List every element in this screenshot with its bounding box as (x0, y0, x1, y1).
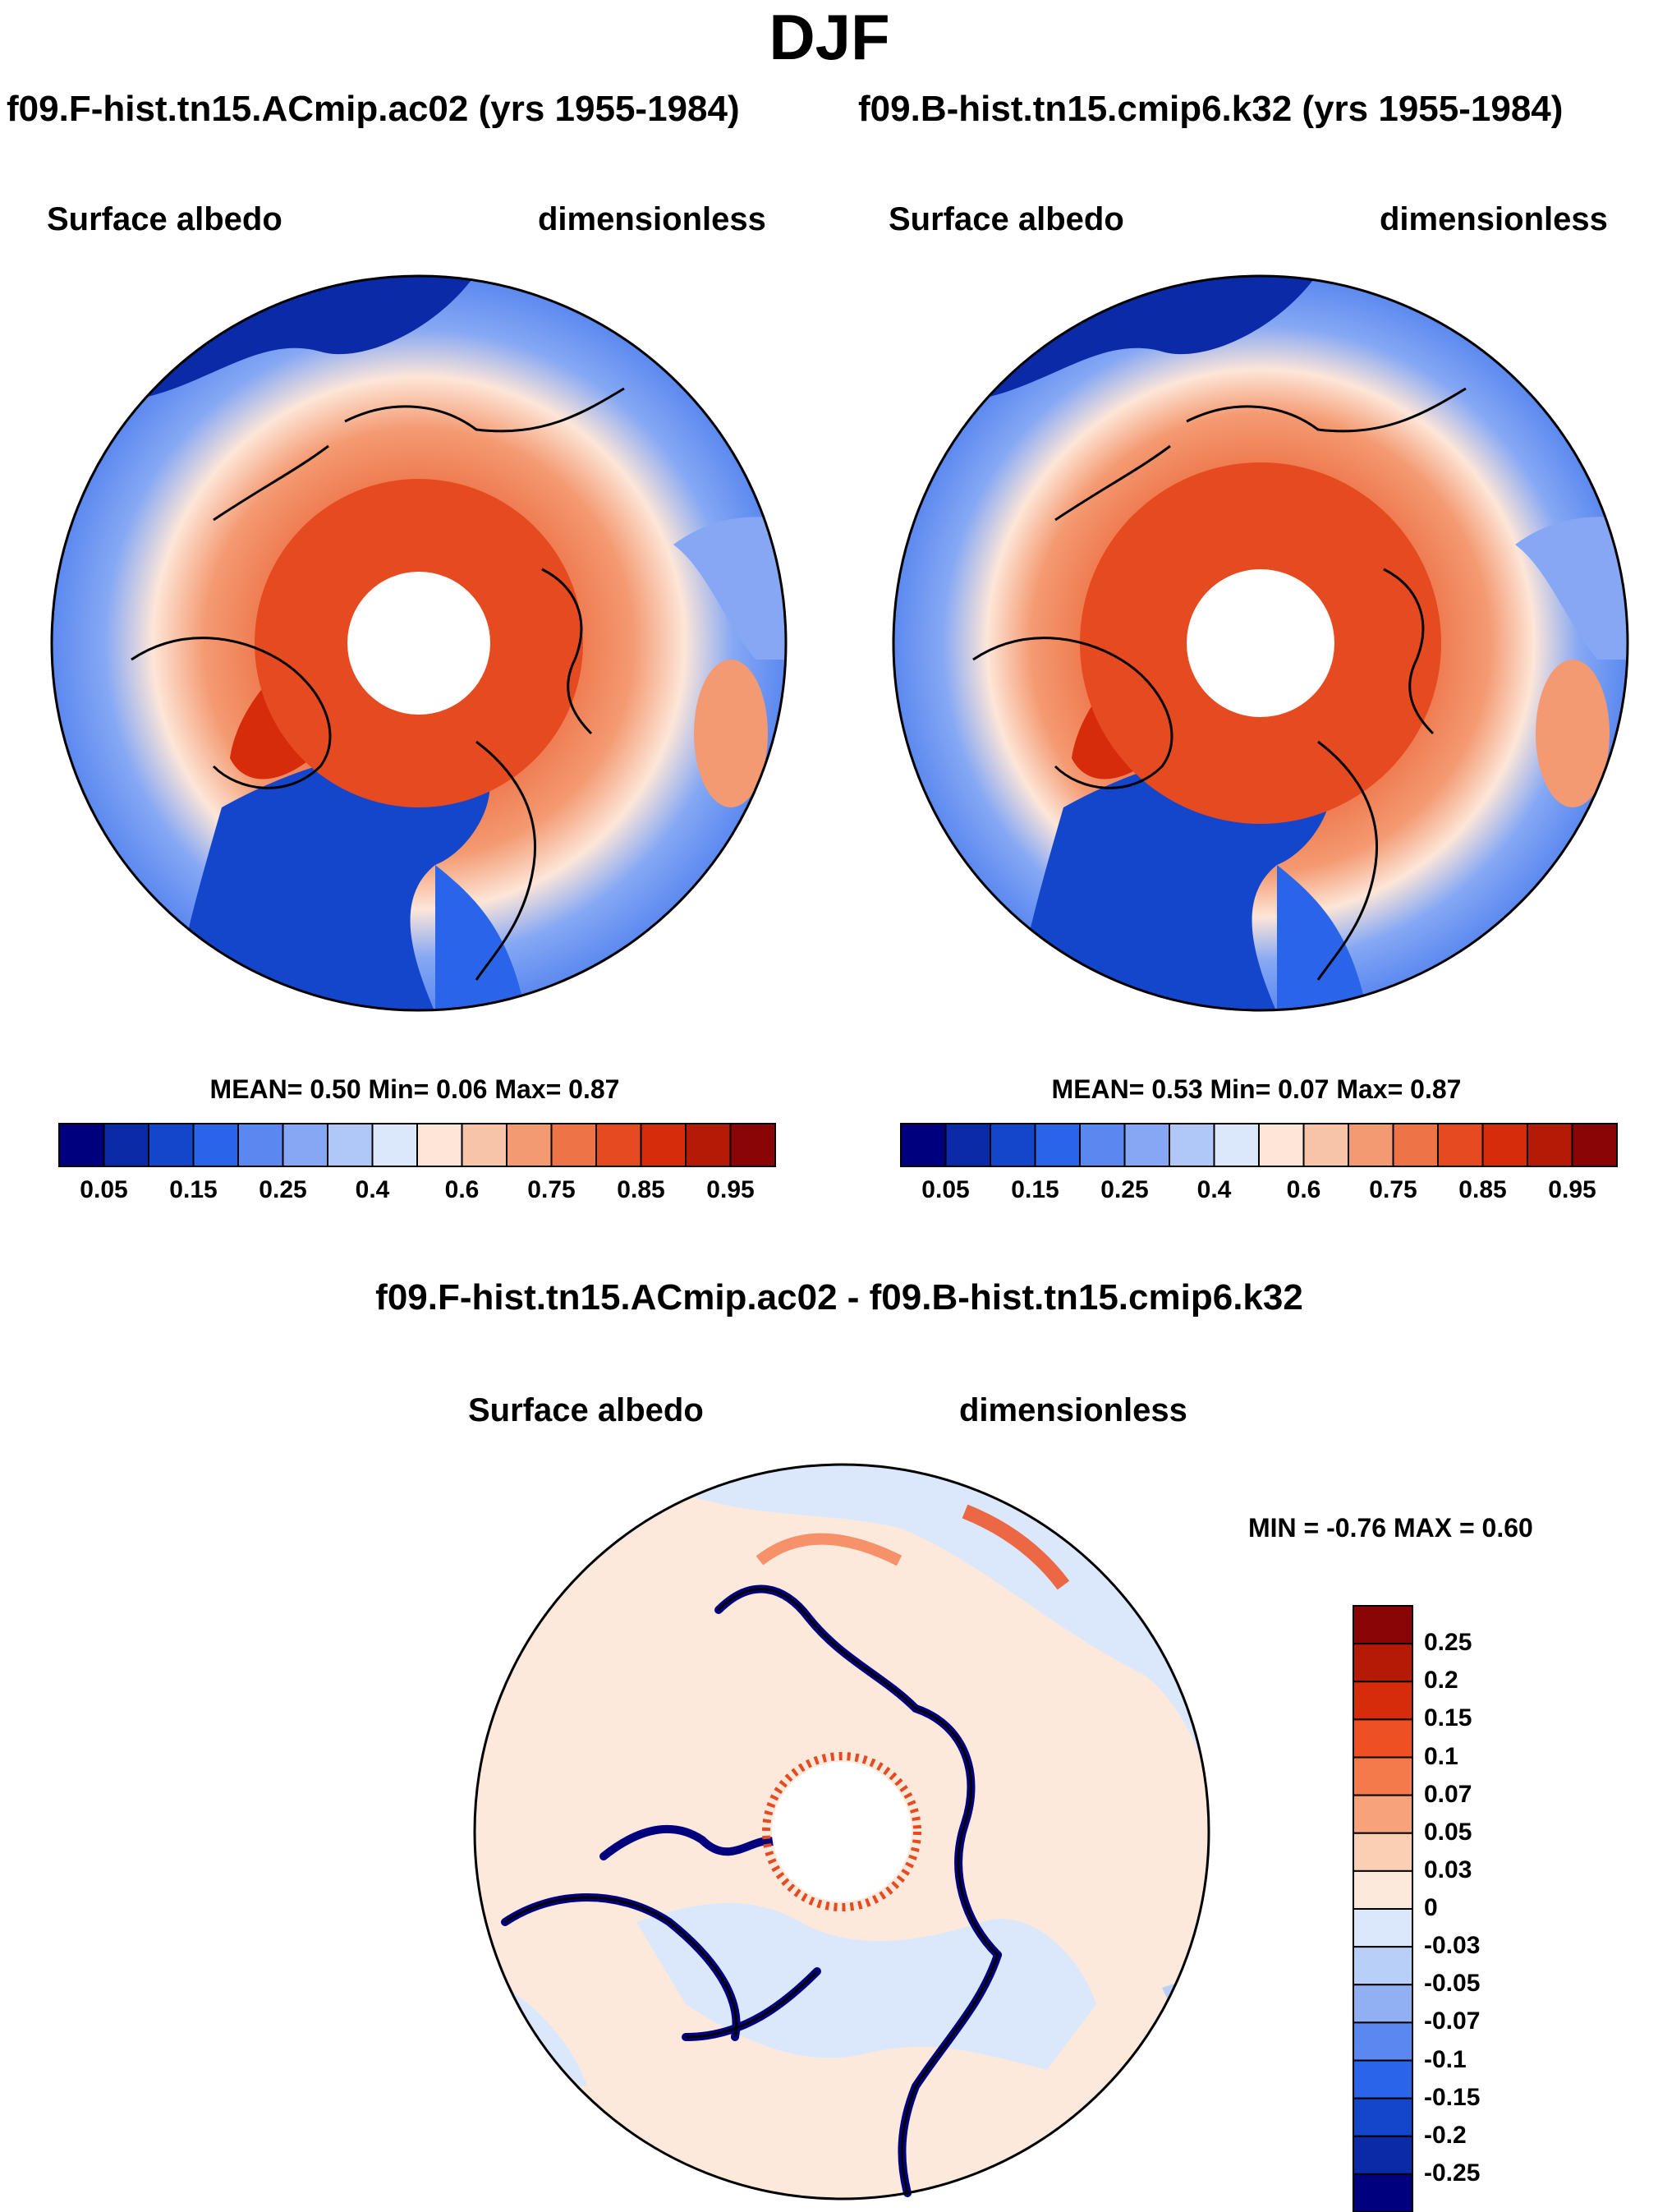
colorbar-swatch (550, 1123, 597, 1167)
colorbar-swatch (148, 1123, 195, 1167)
colorbar-swatch (685, 1123, 732, 1167)
colorbar-swatch (1571, 1123, 1618, 1167)
diff-colorbar-swatch (1353, 2059, 1413, 2099)
colorbar-swatch (1123, 1123, 1170, 1167)
colorbar-swatch (1527, 1123, 1573, 1167)
colorbar-swatch (192, 1123, 239, 1167)
right-run-title: f09.B-hist.tn15.cmip6.k32 (yrs 1955-1984… (858, 89, 1564, 129)
colorbar-tick-label: 0.75 (527, 1176, 576, 1203)
diff-colorbar (1353, 1605, 1413, 2212)
colorbar-swatch (1348, 1123, 1394, 1167)
colorbar-swatch (900, 1123, 947, 1167)
colorbar-swatch (1213, 1123, 1260, 1167)
left-stats: MEAN= 0.50 Min= 0.06 Max= 0.87 (209, 1074, 620, 1104)
diff-colorbar-swatch (1353, 2021, 1413, 2062)
diff-colorbar-tick-label: 0.15 (1424, 1704, 1472, 1732)
colorbar-swatch (461, 1123, 508, 1167)
diff-colorbar-tick-label: 0 (1424, 1894, 1438, 1921)
colorbar-tick-label: 0.85 (617, 1176, 665, 1203)
colorbar-swatch (729, 1123, 776, 1167)
colorbar-swatch (371, 1123, 418, 1167)
colorbar-tick-label: 0.25 (1100, 1176, 1149, 1203)
diff-colorbar-tick-label: -0.03 (1424, 1932, 1481, 1960)
diff-colorbar-tick-label: -0.15 (1424, 2083, 1481, 2111)
diff-colorbar-swatch (1353, 1681, 1413, 1721)
main-title: DJF (769, 1, 890, 73)
colorbar-tick-label: 0.4 (355, 1176, 390, 1203)
diff-colorbar-tick-label: 0.03 (1424, 1856, 1472, 1883)
diff-colorbar-swatch (1353, 1794, 1413, 1834)
diff-colorbar-swatch (1353, 1869, 1413, 1910)
left-units-label: dimensionless (538, 201, 766, 237)
colorbar-tick-label: 0.25 (259, 1176, 307, 1203)
diff-colorbar-tick-label: 0.05 (1424, 1818, 1472, 1846)
colorbar-tick-label: 0.4 (1196, 1176, 1232, 1203)
right-colorbar (900, 1123, 1618, 1167)
right-variable-label: Surface albedo (889, 201, 1124, 237)
diff-colorbar-tick-label: 0.07 (1424, 1780, 1472, 1808)
colorbar-swatch (282, 1123, 328, 1167)
diff-colorbar-swatch (1353, 1946, 1413, 1986)
colorbar-tick-label: 0.05 (921, 1176, 970, 1203)
colorbar-swatch (640, 1123, 687, 1167)
colorbar-tick-label: 0.75 (1369, 1176, 1417, 1203)
colorbar-swatch (1079, 1123, 1126, 1167)
colorbar-tick-label: 0.6 (1286, 1176, 1321, 1203)
diff-colorbar-tick-label: -0.05 (1424, 1970, 1481, 1998)
right-polar-map (892, 274, 1629, 1012)
diff-colorbar-tick-label: -0.25 (1424, 2159, 1481, 2187)
colorbar-swatch (944, 1123, 991, 1167)
colorbar-swatch (103, 1123, 149, 1167)
diff-title: f09.F-hist.tn15.ACmip.ac02 - f09.B-hist.… (375, 1277, 1303, 1318)
colorbar-swatch (1392, 1123, 1439, 1167)
diff-colorbar-swatch (1353, 2173, 1413, 2212)
colorbar-swatch (237, 1123, 284, 1167)
diff-colorbar-swatch (1353, 2097, 1413, 2137)
left-variable-label: Surface albedo (47, 201, 282, 237)
right-stats: MEAN= 0.53 Min= 0.07 Max= 0.87 (1051, 1074, 1462, 1104)
diff-colorbar-tick-label: -0.1 (1424, 2045, 1467, 2073)
colorbar-tick-label: 0.15 (169, 1176, 218, 1203)
colorbar-tick-label: 0.95 (1548, 1176, 1596, 1203)
colorbar-swatch (1034, 1123, 1081, 1167)
colorbar-swatch (1481, 1123, 1528, 1167)
diff-colorbar-tick-label: -0.2 (1424, 2121, 1467, 2149)
right-units-label: dimensionless (1380, 201, 1608, 237)
diff-units-label: dimensionless (959, 1392, 1187, 1428)
diff-colorbar-swatch (1353, 1984, 1413, 2024)
colorbar-tick-label: 0.15 (1011, 1176, 1059, 1203)
diff-colorbar-tick-label: 0.2 (1424, 1667, 1458, 1695)
diff-colorbar-swatch (1353, 1718, 1413, 1759)
diff-polar-map (473, 1463, 1210, 2201)
diff-colorbar-swatch (1353, 1605, 1413, 1645)
diff-colorbar-swatch (1353, 1832, 1413, 1872)
diff-colorbar-swatch (1353, 1756, 1413, 1796)
diff-colorbar-tick-label: 0.1 (1424, 1742, 1458, 1770)
diff-colorbar-tick-label: 0.25 (1424, 1629, 1472, 1657)
colorbar-swatch (1169, 1123, 1215, 1167)
colorbar-tick-label: 0.6 (444, 1176, 480, 1203)
diff-colorbar-swatch (1353, 1908, 1413, 1948)
diff-stats: MIN = -0.76 MAX = 0.60 (1248, 1513, 1533, 1543)
colorbar-swatch (416, 1123, 463, 1167)
colorbar-swatch (595, 1123, 642, 1167)
diff-colorbar-swatch (1353, 1643, 1413, 1683)
colorbar-tick-label: 0.05 (80, 1176, 128, 1203)
left-run-title: f09.F-hist.tn15.ACmip.ac02 (yrs 1955-198… (7, 89, 740, 129)
left-polar-map (50, 274, 788, 1012)
colorbar-swatch (990, 1123, 1036, 1167)
left-colorbar (58, 1123, 776, 1167)
colorbar-swatch (506, 1123, 553, 1167)
colorbar-swatch (1258, 1123, 1305, 1167)
colorbar-swatch (58, 1123, 105, 1167)
colorbar-swatch (1302, 1123, 1349, 1167)
diff-colorbar-swatch (1353, 2135, 1413, 2175)
diff-variable-label: Surface albedo (468, 1392, 704, 1428)
colorbar-swatch (327, 1123, 374, 1167)
colorbar-swatch (1437, 1123, 1484, 1167)
colorbar-tick-label: 0.85 (1458, 1176, 1507, 1203)
diff-colorbar-tick-label: -0.07 (1424, 2007, 1481, 2035)
colorbar-tick-label: 0.95 (706, 1176, 755, 1203)
